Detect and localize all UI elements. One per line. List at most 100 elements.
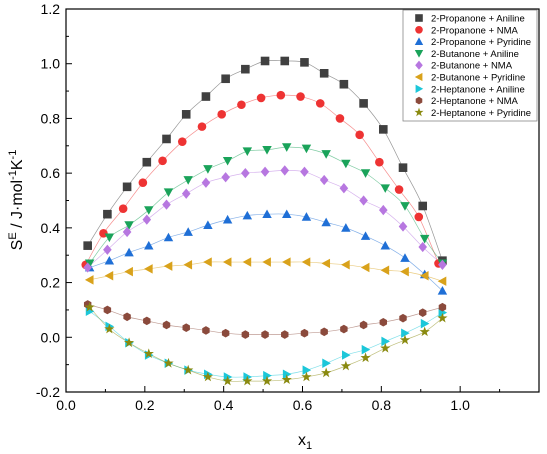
legend-marker <box>414 72 423 82</box>
y-axis-title-sup-e: E <box>7 232 19 239</box>
data-point <box>301 144 312 154</box>
data-point <box>281 374 292 385</box>
data-point <box>222 214 233 224</box>
data-point <box>282 257 291 267</box>
y-tick-label: 0.0 <box>41 329 61 345</box>
data-point <box>419 308 427 317</box>
series-curve <box>85 94 439 265</box>
data-point <box>221 172 230 183</box>
y-tick-label: 0.8 <box>41 110 61 126</box>
data-point <box>221 328 230 338</box>
data-point <box>398 221 408 232</box>
data-point <box>144 206 154 215</box>
legend-label: 2-Heptanone + Pyridine <box>431 108 531 119</box>
data-point <box>379 125 388 134</box>
data-point <box>104 233 115 243</box>
x-axis-title-subscript: 1 <box>306 440 312 452</box>
data-point <box>103 305 112 315</box>
data-point <box>183 176 193 185</box>
data-point <box>419 234 430 244</box>
series-markers <box>81 56 448 386</box>
data-point <box>319 68 329 78</box>
data-point <box>438 302 447 312</box>
data-point <box>242 210 253 220</box>
data-point <box>222 156 233 166</box>
data-point <box>399 334 411 345</box>
data-point <box>437 286 448 295</box>
data-point <box>261 330 269 339</box>
data-point <box>437 312 448 323</box>
legend-marker <box>414 107 424 117</box>
data-point <box>419 326 430 337</box>
data-point <box>281 330 289 339</box>
data-point <box>84 301 95 312</box>
series-curve <box>89 306 443 382</box>
x-axis-title-main: x <box>298 432 306 449</box>
data-point <box>301 212 312 221</box>
data-point <box>181 188 191 199</box>
x-tick-label: 0.8 <box>372 397 392 413</box>
data-point <box>162 199 171 210</box>
legend-label: 2-Butanone + NMA <box>431 61 513 72</box>
x-tick-label: 0.6 <box>293 397 313 413</box>
data-point <box>322 358 331 369</box>
axis-ticks <box>65 8 501 393</box>
data-point <box>400 266 409 277</box>
data-point <box>319 174 329 186</box>
legend-marker <box>415 84 424 93</box>
y-axis-title-sup-2: -1 <box>7 150 19 160</box>
data-point <box>84 259 95 269</box>
data-point <box>438 259 447 270</box>
data-point <box>437 276 447 286</box>
y-tick-label: 1.2 <box>41 1 61 17</box>
data-point <box>143 348 154 359</box>
data-point <box>414 212 424 222</box>
data-point <box>103 244 112 255</box>
data-point <box>162 320 171 330</box>
data-point <box>340 360 351 371</box>
data-point <box>420 318 430 329</box>
data-point <box>359 195 368 206</box>
data-point <box>201 92 211 101</box>
data-point <box>418 241 428 253</box>
data-point <box>399 313 407 323</box>
data-point <box>104 271 114 281</box>
data-point <box>177 137 187 146</box>
data-point <box>419 271 429 281</box>
data-point <box>361 344 371 355</box>
data-point <box>398 163 408 172</box>
data-point <box>339 79 349 89</box>
data-point <box>242 375 253 386</box>
data-point <box>202 326 210 335</box>
legend-box <box>402 9 538 122</box>
data-point <box>221 74 230 84</box>
data-point <box>262 146 272 155</box>
data-point <box>144 240 154 250</box>
data-point <box>83 241 92 250</box>
series-curve <box>89 213 443 292</box>
data-point <box>158 156 167 166</box>
y-axis-title: SE / J·mol-1K-1 <box>7 150 26 251</box>
data-point <box>202 371 214 382</box>
data-point <box>380 184 391 193</box>
x-tick-label: 1.0 <box>450 397 470 413</box>
x-tick-label: 0.2 <box>135 397 155 413</box>
data-point <box>203 165 213 174</box>
x-tick-label: 0.4 <box>214 397 234 413</box>
data-point <box>341 159 351 169</box>
data-point <box>242 257 252 267</box>
legend-marker <box>415 96 423 105</box>
data-point <box>217 110 226 119</box>
data-point <box>339 183 349 194</box>
legend-label: 2-Heptanone + Aniline <box>431 84 525 95</box>
data-point <box>321 258 331 269</box>
data-point <box>360 352 371 363</box>
data-point <box>260 56 270 66</box>
data-point <box>163 261 173 271</box>
data-point <box>124 221 134 230</box>
data-point <box>340 324 348 334</box>
data-point <box>360 262 370 273</box>
data-point <box>163 357 174 368</box>
series-8-points <box>83 300 447 339</box>
